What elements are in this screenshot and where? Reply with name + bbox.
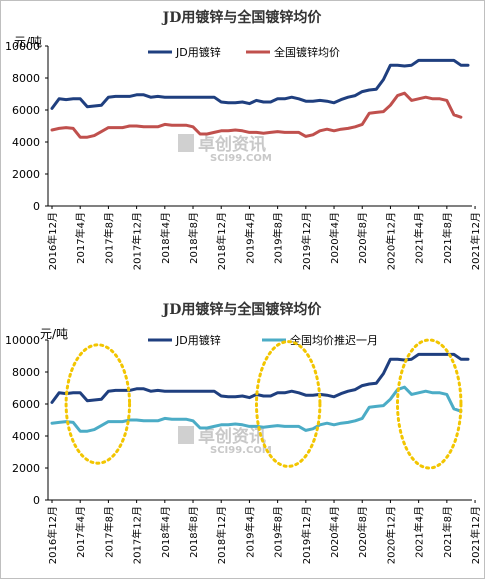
x-tick-label: 2017年4月	[74, 212, 87, 264]
x-tick-label: 2018年12月	[215, 506, 228, 564]
y-tick-label: 6000	[12, 398, 40, 411]
x-tick-label: 2021年8月	[441, 506, 454, 558]
x-tick-label: 2017年8月	[102, 212, 115, 264]
y-tick-label: 10000	[5, 334, 40, 347]
watermark-text-cn: 卓创资讯	[198, 134, 266, 155]
watermark-logo-icon	[178, 426, 194, 444]
y-tick-label: 4000	[12, 136, 40, 149]
x-tick-label: 2020年4月	[328, 506, 341, 558]
x-tick-label: 2019年12月	[300, 212, 313, 270]
y-tick-label: 8000	[12, 72, 40, 85]
x-tick-label: 2021年8月	[441, 212, 454, 264]
highlight-ellipse-3	[395, 338, 463, 470]
legend-label-2: 全国均价推迟一月	[290, 333, 378, 347]
y-axis-label: 元/吨	[40, 327, 68, 341]
x-tick-label: 2019年4月	[243, 506, 256, 558]
watermark-text-cn: 卓创资讯	[198, 426, 266, 447]
x-tick-label: 2019年4月	[243, 212, 256, 264]
x-tick-label: 2020年12月	[384, 212, 397, 270]
x-tick-label: 2018年8月	[187, 506, 200, 558]
series-line-2	[50, 91, 463, 139]
legend-label-1: JD用镀锌	[175, 45, 221, 59]
x-tick-label: 2020年4月	[328, 212, 341, 264]
watermark-text-en: SCI99.COM	[210, 445, 272, 456]
series-line-1	[50, 352, 470, 404]
y-tick-label: 0	[33, 494, 40, 507]
x-tick-label: 2020年8月	[356, 506, 369, 558]
x-tick-label: 2017年12月	[131, 506, 144, 564]
x-tick-label: 2021年12月	[469, 506, 482, 564]
series-line-1	[50, 58, 470, 110]
y-tick-label: 4000	[12, 430, 40, 443]
chart-title: JD用镀锌与全国镀锌均价	[161, 9, 323, 26]
watermark-logo-icon	[178, 134, 194, 152]
x-tick-label: 2016年12月	[46, 212, 59, 270]
x-tick-label: 2017年8月	[102, 506, 115, 558]
highlight-ellipse-1	[64, 343, 132, 465]
x-tick-label: 2018年4月	[159, 212, 172, 264]
series-line-2	[50, 385, 463, 433]
x-tick-label: 2017年4月	[74, 506, 87, 558]
x-tick-label: 2018年8月	[187, 212, 200, 264]
x-tick-label: 2021年12月	[469, 212, 482, 270]
x-tick-label: 2019年12月	[300, 506, 313, 564]
y-tick-label: 8000	[12, 366, 40, 379]
x-tick-label: 2018年4月	[159, 506, 172, 558]
x-tick-label: 2017年12月	[131, 212, 144, 270]
y-tick-label: 2000	[12, 462, 40, 475]
y-tick-label: 10000	[5, 40, 40, 53]
y-tick-label: 2000	[12, 168, 40, 181]
x-tick-label: 2020年12月	[384, 506, 397, 564]
y-axis-label: 元/吨	[14, 35, 42, 49]
watermark-text-en: SCI99.COM	[210, 153, 272, 164]
x-tick-label: 2019年8月	[272, 506, 285, 558]
y-tick-label: 0	[33, 200, 40, 213]
y-tick-label: 6000	[12, 104, 40, 117]
x-tick-label: 2016年12月	[46, 506, 59, 564]
x-tick-label: 2018年12月	[215, 212, 228, 270]
highlight-ellipse-2	[254, 340, 322, 468]
x-tick-label: 2021年4月	[413, 212, 426, 264]
legend-label-2: 全国镀锌均价	[274, 45, 340, 59]
x-tick-label: 2020年8月	[356, 212, 369, 264]
x-tick-label: 2019年8月	[272, 212, 285, 264]
chart-title: JD用镀锌与全国镀锌均价	[161, 301, 323, 318]
legend-label-1: JD用镀锌	[175, 333, 221, 347]
x-tick-label: 2021年4月	[413, 506, 426, 558]
